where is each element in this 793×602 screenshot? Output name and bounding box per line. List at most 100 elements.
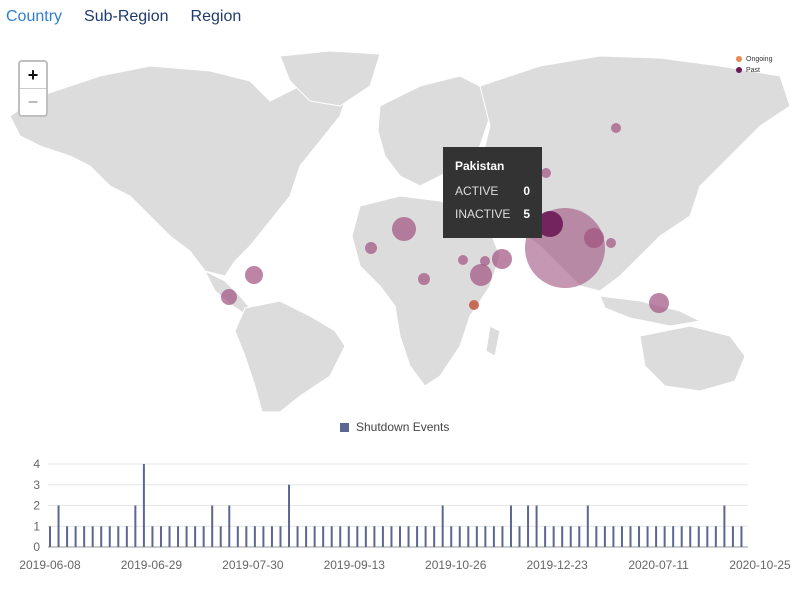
- bar: [569, 526, 572, 547]
- bar: [672, 526, 675, 547]
- bar: [595, 526, 598, 547]
- bar: [330, 526, 333, 547]
- bar: [270, 526, 273, 547]
- bar: [91, 526, 94, 547]
- bar: [390, 526, 393, 547]
- bar: [253, 526, 256, 547]
- tab-region[interactable]: Region: [190, 8, 242, 25]
- x-tick-label: 2019-12-23: [526, 558, 588, 572]
- y-tick-label: 0: [33, 540, 40, 554]
- chart-legend[interactable]: Shutdown Events: [340, 420, 449, 434]
- world-map[interactable]: [0, 46, 793, 412]
- bar: [723, 505, 726, 547]
- x-tick-label: 2020-07-11: [628, 558, 689, 572]
- bar: [450, 526, 453, 547]
- bar: [322, 526, 325, 547]
- y-tick-label: 3: [33, 478, 40, 492]
- tooltip-active-value: 0: [523, 184, 530, 198]
- bar: [347, 526, 350, 547]
- bar: [638, 526, 641, 547]
- bar: [544, 526, 547, 547]
- bubble-pakistan: [537, 211, 563, 237]
- bar: [655, 526, 658, 547]
- bar: [339, 526, 342, 547]
- bar: [458, 526, 461, 547]
- bubble-mauritania: [365, 242, 377, 254]
- bubble-algeria: [392, 217, 416, 241]
- bar: [49, 526, 51, 547]
- view-tabs: Country Sub-Region Region: [6, 8, 241, 26]
- bar: [83, 526, 86, 547]
- bubble-sudan: [470, 264, 492, 286]
- bubble-iraq: [492, 249, 512, 269]
- bar: [211, 505, 214, 547]
- tab-sub-region[interactable]: Sub-Region: [84, 8, 169, 25]
- bar: [689, 526, 692, 547]
- bar: [646, 526, 649, 547]
- zoom-in-button[interactable]: +: [27, 65, 39, 85]
- bar: [245, 526, 248, 547]
- bar: [467, 526, 470, 547]
- legend-item-ongoing[interactable]: Ongoing: [736, 54, 772, 65]
- bubble-russia: [611, 123, 621, 133]
- zoom-out-button[interactable]: −: [20, 88, 46, 115]
- tooltip-country-name: Pakistan: [455, 159, 505, 173]
- chart-legend-label: Shutdown Events: [356, 420, 450, 434]
- bar: [603, 526, 606, 547]
- tab-country[interactable]: Country: [6, 8, 63, 25]
- australia-land: [639, 325, 746, 392]
- bar: [424, 526, 427, 547]
- greenland-land: [279, 50, 381, 107]
- bar: [552, 526, 555, 547]
- bar: [117, 526, 120, 547]
- bar: [629, 526, 632, 547]
- bar: [373, 526, 376, 547]
- bar: [697, 526, 700, 547]
- bubble-chad: [458, 255, 468, 265]
- bar: [731, 526, 734, 547]
- legend-label-ongoing: Ongoing: [746, 56, 773, 63]
- shutdown-events-chart: 0 1 2 3 4 2019-06-08 2019-06-29 2019-07-30 2019-…: [19, 457, 791, 572]
- bar: [535, 505, 538, 547]
- bar: [663, 526, 666, 547]
- bubble-iran: [541, 168, 551, 178]
- bubble-ecuador: [221, 289, 237, 305]
- x-tick-label: 2019-06-29: [121, 558, 183, 572]
- bar: [706, 526, 709, 547]
- bar: [740, 526, 743, 547]
- bar: [441, 505, 444, 547]
- bar: [407, 526, 410, 547]
- bar: [177, 526, 180, 547]
- bar: [219, 526, 222, 547]
- bar: [142, 464, 145, 547]
- bar: [586, 505, 589, 547]
- shutdown-events-swatch-icon: [340, 423, 349, 432]
- bar: [364, 526, 367, 547]
- bar: [134, 505, 137, 547]
- bubble-myanmar: [584, 228, 604, 248]
- tooltip-active-label: ACTIVE: [455, 184, 499, 198]
- map-zoom-control: + −: [18, 60, 48, 117]
- bubble-bangladesh: [606, 238, 616, 248]
- x-tick-label: 2020-10-25: [729, 558, 791, 572]
- x-tick-label: 2019-09-13: [324, 558, 386, 572]
- bar: [236, 526, 239, 547]
- bar: [185, 526, 188, 547]
- bar: [100, 526, 103, 547]
- past-dot-icon: [736, 67, 742, 74]
- bubble-venezuela: [245, 266, 263, 284]
- bubble-guinea: [418, 273, 430, 285]
- bar: [433, 526, 436, 547]
- legend-item-past[interactable]: Past: [736, 65, 772, 76]
- bar: [279, 526, 282, 547]
- bar: [501, 526, 504, 547]
- bubble-indonesia: [649, 293, 669, 313]
- bar: [108, 526, 111, 547]
- bar: [484, 526, 487, 547]
- legend-label-past: Past: [746, 67, 761, 74]
- tooltip-inactive-value: 5: [523, 207, 530, 221]
- bar: [475, 526, 478, 547]
- shutdown-bubbles: [221, 123, 669, 313]
- bar: [381, 526, 384, 547]
- bar: [714, 526, 717, 547]
